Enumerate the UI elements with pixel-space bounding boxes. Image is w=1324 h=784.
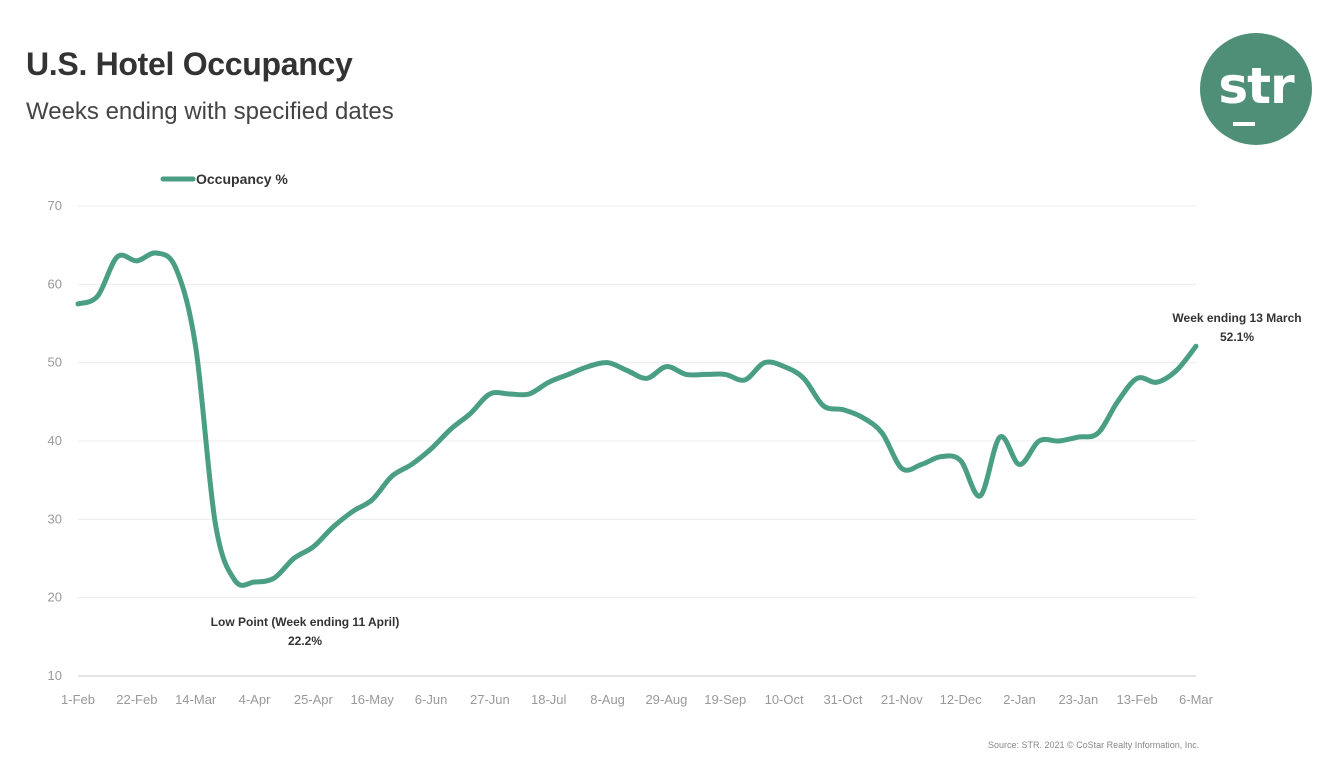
y-tick-label: 70 — [48, 198, 62, 213]
x-tick-label: 19-Sep — [704, 692, 746, 707]
y-tick-label: 10 — [48, 668, 62, 683]
x-tick-label: 29-Aug — [645, 692, 687, 707]
x-tick-label: 21-Nov — [881, 692, 923, 707]
x-tick-label: 31-Oct — [823, 692, 862, 707]
low-point-value: 22.2% — [288, 634, 322, 648]
x-tick-label: 23-Jan — [1058, 692, 1098, 707]
latest-week-annotation: Week ending 13 March — [1172, 311, 1301, 325]
y-tick-label: 60 — [48, 276, 62, 291]
x-tick-label: 16-May — [351, 692, 395, 707]
annotations: Low Point (Week ending 11 April) 22.2% W… — [211, 311, 1302, 648]
x-tick-label: 18-Jul — [531, 692, 567, 707]
x-tick-label: 13-Feb — [1117, 692, 1158, 707]
x-tick-label: 6-Mar — [1179, 692, 1214, 707]
x-tick-label: 1-Feb — [61, 692, 95, 707]
y-tick-label: 40 — [48, 433, 62, 448]
y-tick-label: 50 — [48, 355, 62, 370]
chart-subtitle: Weeks ending with specified dates — [26, 98, 394, 125]
source-note: Source: STR. 2021 © CoStar Realty Inform… — [988, 740, 1200, 750]
grid-lines — [78, 205, 1196, 677]
x-tick-label: 27-Jun — [470, 692, 510, 707]
latest-week-value: 52.1% — [1220, 330, 1254, 344]
x-tick-label: 4-Apr — [239, 692, 271, 707]
chart-title: U.S. Hotel Occupancy — [26, 46, 353, 82]
series-layer — [75, 250, 1199, 588]
legend: Occupancy % — [160, 171, 288, 187]
occupancy-series-line — [75, 250, 1199, 588]
x-tick-label: 12-Dec — [940, 692, 982, 707]
logo-text: str — [1218, 57, 1294, 115]
logo-underline — [1233, 122, 1255, 126]
y-axis: 10 20 30 40 50 60 70 — [48, 198, 62, 683]
y-tick-label: 20 — [48, 590, 62, 605]
x-tick-label: 25-Apr — [294, 692, 334, 707]
x-axis: 1-Feb 22-Feb 14-Mar 4-Apr 25-Apr 16-May 6-Jun 2… — [61, 692, 1214, 707]
x-tick-label: 10-Oct — [765, 692, 804, 707]
x-tick-label: 2-Jan — [1003, 692, 1036, 707]
x-tick-label: 22-Feb — [116, 692, 157, 707]
str-logo: str — [1200, 33, 1312, 145]
y-tick-label: 30 — [48, 511, 62, 526]
legend-label: Occupancy % — [196, 171, 288, 187]
x-tick-label: 6-Jun — [415, 692, 448, 707]
x-tick-label: 8-Aug — [590, 692, 625, 707]
x-tick-label: 14-Mar — [175, 692, 217, 707]
low-point-annotation: Low Point (Week ending 11 April) — [211, 615, 400, 629]
